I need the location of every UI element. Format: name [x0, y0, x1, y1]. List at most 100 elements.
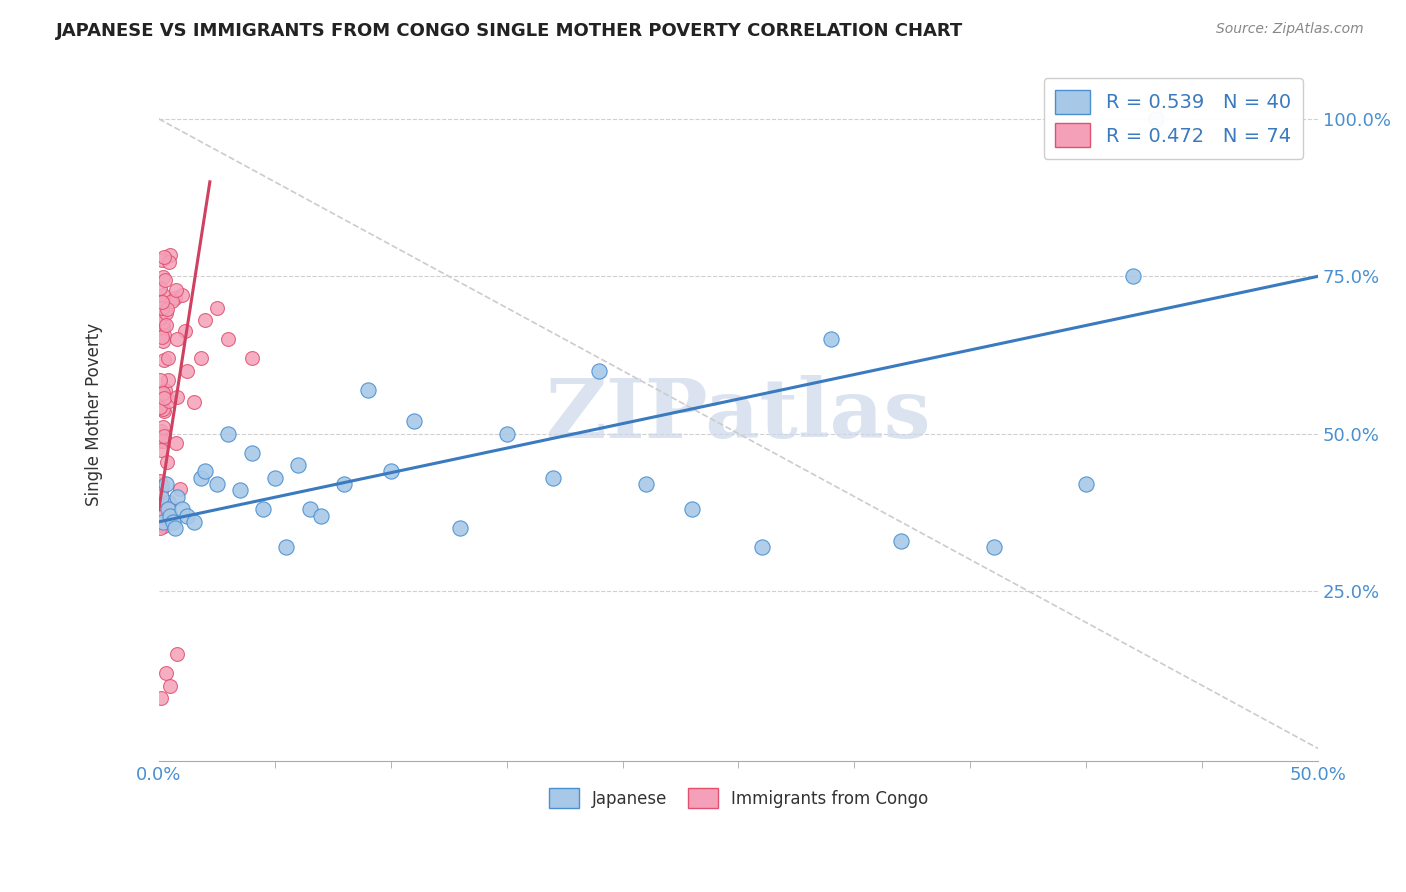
- Point: [983, 540, 1005, 554]
- Point: [165, 283, 187, 297]
- Point: [152, 288, 174, 302]
- Point: [149, 310, 172, 325]
- Point: [157, 502, 180, 516]
- Point: [152, 334, 174, 349]
- Point: [155, 384, 177, 398]
- Point: [162, 515, 184, 529]
- Point: [541, 471, 564, 485]
- Point: [150, 387, 173, 401]
- Point: [402, 414, 425, 428]
- Point: [751, 540, 773, 554]
- Point: [150, 442, 173, 457]
- Point: [183, 395, 205, 409]
- Point: [229, 483, 252, 498]
- Point: [149, 475, 172, 489]
- Point: [155, 477, 177, 491]
- Point: [152, 391, 174, 405]
- Text: ZIPatlas: ZIPatlas: [546, 375, 931, 455]
- Point: [194, 313, 217, 327]
- Point: [169, 483, 191, 497]
- Point: [1076, 477, 1098, 491]
- Point: [157, 255, 180, 269]
- Point: [309, 508, 332, 523]
- Point: [155, 306, 177, 320]
- Point: [152, 434, 174, 448]
- Point: [149, 506, 172, 520]
- Point: [176, 364, 198, 378]
- Point: [165, 521, 187, 535]
- Y-axis label: Single Mother Poverty: Single Mother Poverty: [86, 323, 103, 507]
- Point: [166, 647, 188, 661]
- Point: [152, 402, 174, 417]
- Point: [1144, 112, 1167, 126]
- Text: Source: ZipAtlas.com: Source: ZipAtlas.com: [1216, 22, 1364, 37]
- Point: [495, 426, 517, 441]
- Point: [155, 665, 177, 680]
- Point: [149, 521, 172, 535]
- Point: [157, 495, 180, 509]
- Point: [183, 515, 205, 529]
- Point: [153, 519, 176, 533]
- Point: [159, 508, 181, 523]
- Point: [152, 386, 174, 401]
- Point: [150, 479, 173, 493]
- Point: [252, 502, 274, 516]
- Point: [152, 353, 174, 368]
- Point: [149, 400, 172, 414]
- Point: [190, 471, 212, 485]
- Point: [333, 477, 356, 491]
- Point: [170, 502, 193, 516]
- Point: [166, 490, 188, 504]
- Point: [194, 465, 217, 479]
- Point: [240, 351, 263, 365]
- Point: [174, 324, 197, 338]
- Point: [156, 373, 179, 387]
- Point: [205, 477, 228, 491]
- Point: [153, 251, 176, 265]
- Point: [165, 436, 187, 450]
- Point: [155, 301, 177, 316]
- Point: [205, 301, 228, 315]
- Point: [150, 330, 173, 344]
- Point: [150, 691, 173, 706]
- Point: [157, 351, 180, 366]
- Point: [890, 533, 912, 548]
- Point: [240, 445, 263, 459]
- Point: [190, 351, 212, 365]
- Point: [149, 483, 172, 498]
- Point: [150, 295, 173, 310]
- Point: [156, 501, 179, 516]
- Point: [152, 327, 174, 342]
- Point: [155, 318, 177, 332]
- Point: [152, 320, 174, 334]
- Point: [165, 291, 187, 305]
- Legend: Japanese, Immigrants from Congo: Japanese, Immigrants from Congo: [543, 781, 935, 815]
- Point: [157, 394, 180, 409]
- Point: [276, 540, 298, 554]
- Point: [149, 373, 172, 387]
- Point: [166, 332, 188, 346]
- Point: [287, 458, 309, 472]
- Point: [298, 502, 321, 516]
- Point: [1122, 269, 1144, 284]
- Point: [449, 521, 471, 535]
- Point: [263, 471, 285, 485]
- Point: [176, 508, 198, 523]
- Point: [150, 253, 173, 268]
- Point: [153, 273, 176, 287]
- Point: [634, 477, 657, 491]
- Point: [152, 269, 174, 284]
- Point: [170, 288, 193, 302]
- Point: [152, 295, 174, 310]
- Point: [820, 332, 842, 346]
- Point: [217, 426, 239, 441]
- Text: JAPANESE VS IMMIGRANTS FROM CONGO SINGLE MOTHER POVERTY CORRELATION CHART: JAPANESE VS IMMIGRANTS FROM CONGO SINGLE…: [56, 22, 963, 40]
- Point: [156, 454, 179, 468]
- Point: [153, 403, 176, 417]
- Point: [159, 679, 181, 693]
- Point: [356, 383, 378, 397]
- Point: [149, 281, 172, 295]
- Point: [150, 509, 173, 524]
- Point: [681, 502, 703, 516]
- Point: [159, 248, 181, 262]
